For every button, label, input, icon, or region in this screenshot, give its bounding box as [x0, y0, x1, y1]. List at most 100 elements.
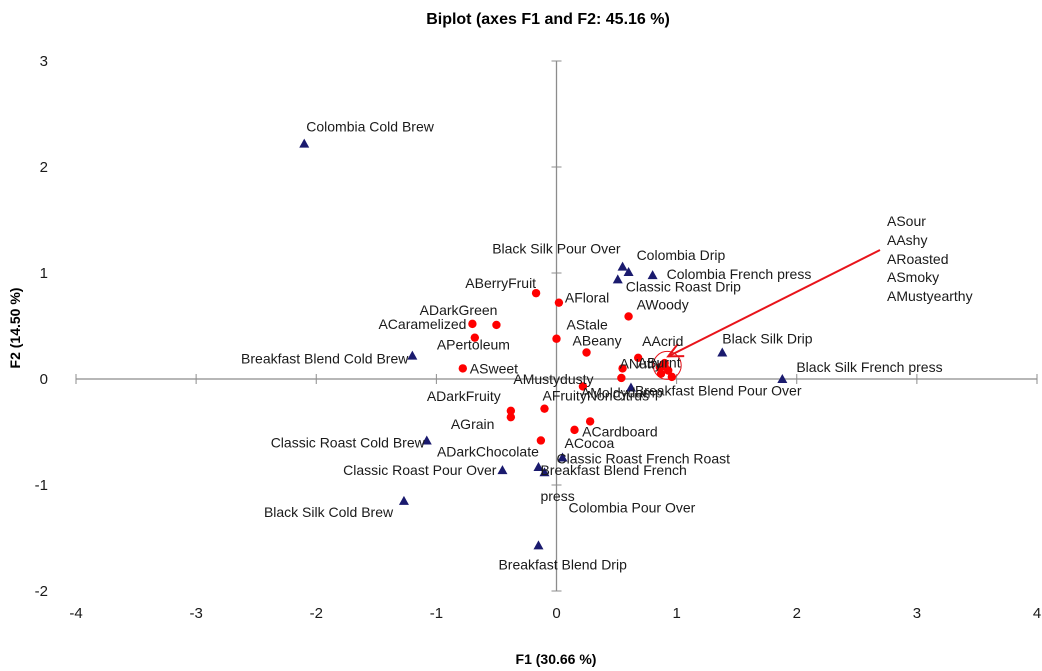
variable-marker: [667, 372, 677, 382]
variable-marker: [585, 417, 595, 426]
callout-annotation: [652, 249, 881, 380]
point-label: Black Silk Drip: [722, 331, 812, 347]
callout-circle: [652, 350, 682, 380]
observation-marker: [539, 467, 550, 477]
variable-marker: [492, 320, 501, 330]
variable-marker: [458, 364, 468, 373]
point-label: ACardboard: [582, 423, 658, 439]
observation-marker: [497, 465, 508, 475]
x-tick-label: -3: [189, 605, 202, 622]
callout-label: ASour: [887, 213, 926, 229]
observation-marker: [623, 266, 634, 276]
x-tick-label: 2: [793, 605, 801, 622]
data-marks: [299, 138, 788, 550]
point-label: AWoody: [637, 296, 689, 312]
point-label: Black Silk French press: [796, 359, 942, 375]
point-label: Colombia Cold Brew: [306, 119, 434, 135]
variable-marker: [656, 369, 666, 378]
variable-marker: [470, 333, 480, 342]
point-label: AStale: [567, 317, 608, 333]
point-label: AAcrid: [642, 333, 683, 349]
observation-marker: [421, 435, 432, 445]
point-labels: Colombia Cold Brew Black Silk Pour Over Co…: [241, 119, 973, 573]
point-label: Classic Roast Pour Over: [343, 462, 497, 478]
chart-title: Biplot (axes F1 and F2: 45.16 %): [426, 11, 670, 28]
observation-marker: [557, 452, 568, 462]
observation-marker: [407, 350, 418, 360]
observation-marker: [647, 270, 658, 280]
point-label: Breakfast Blend Drip: [498, 556, 627, 572]
point-label: Classic Roast Cold Brew: [271, 434, 426, 450]
variable-marker: [633, 353, 643, 362]
variable-marker: [536, 436, 546, 445]
variable-marker: [468, 319, 477, 329]
point-label: ABeany: [573, 333, 622, 349]
x-tick-label: 3: [913, 605, 921, 622]
y-tick-label: 1: [40, 265, 48, 282]
point-label: Black Silk Pour Over: [492, 241, 621, 257]
y-axis-label: F2 (14.50 %): [7, 288, 23, 369]
point-label: AMustydusty: [513, 371, 593, 387]
x-tick-label: 4: [1033, 605, 1041, 622]
point-label: Black Silk Cold Brew: [264, 504, 394, 520]
point-label: Colombia Pour Over: [568, 499, 695, 515]
observation-marker: [299, 138, 310, 148]
x-tick-label: -4: [69, 605, 82, 622]
tick-labels: -4 -3 -2 -1 0 1 2 3 4 -2 -1 0 1 2 3: [35, 53, 1042, 622]
point-label: ADarkFruity: [427, 388, 501, 404]
variable-marker: [624, 312, 633, 321]
point-label: ASweet: [470, 360, 518, 376]
point-label: Breakfast Blend French press: [540, 462, 686, 504]
point-label: Colombia French press: [667, 266, 812, 282]
callout-arrow-line: [667, 249, 881, 358]
point-label: ABurnt: [638, 354, 681, 370]
observation-marker: [777, 374, 788, 383]
variable-marker: [582, 348, 591, 357]
variable-marker: [570, 425, 579, 435]
variable-marker: [660, 362, 669, 371]
variable-marker: [578, 382, 588, 391]
point-label: AFloral: [565, 290, 609, 306]
callout-label: AAshy: [887, 232, 927, 248]
point-label: ADarkChocolate: [437, 443, 539, 459]
observation-marker: [398, 495, 409, 505]
y-tick-label: 2: [40, 159, 48, 176]
point-label: ACocoa: [565, 435, 615, 451]
observation-marker: [625, 382, 636, 392]
x-tick-label: 0: [552, 605, 560, 622]
point-label: AFruityNonCitrus: [542, 388, 649, 404]
point-label: AMoldydamp: [581, 384, 663, 400]
callout-label: AMustyearthy: [887, 288, 973, 304]
variable-marker: [618, 364, 627, 373]
point-label: Classic Roast Drip: [626, 278, 741, 294]
point-label: Breakfast Blend Pour Over: [635, 382, 802, 398]
x-tick-label: -2: [310, 605, 323, 622]
point-label: Breakfast Blend Cold Brew: [241, 351, 409, 367]
y-tick-label: 3: [40, 53, 48, 70]
callout-label: ARoasted: [887, 251, 948, 267]
variable-marker: [506, 406, 516, 415]
variable-marker: [506, 412, 516, 422]
point-label: ADarkGreen: [420, 302, 498, 318]
x-tick-label: 1: [672, 605, 680, 622]
observation-marker: [533, 540, 544, 550]
variable-marker: [531, 288, 541, 298]
y-tick-label: -1: [35, 477, 48, 494]
variable-marker: [554, 298, 564, 307]
callout-arrowhead: [666, 343, 685, 358]
point-label: ANutty: [620, 355, 662, 371]
y-tick-label: 0: [40, 371, 48, 388]
point-label: APertoleum: [437, 337, 510, 353]
x-tick-label: -1: [430, 605, 443, 622]
point-label: ABerryFruit: [465, 275, 536, 291]
observation-marker: [612, 274, 623, 284]
observation-marker: [717, 347, 728, 357]
callout-label: ASmoky: [887, 269, 939, 285]
variable-marker: [617, 373, 626, 383]
point-label: Classic Roast French Roast: [557, 450, 731, 466]
point-label: ACaramelized: [378, 316, 466, 332]
y-tick-label: -2: [35, 583, 48, 600]
point-label: AGrain: [451, 416, 495, 432]
x-axis-label: F1 (30.66 %): [516, 651, 597, 667]
